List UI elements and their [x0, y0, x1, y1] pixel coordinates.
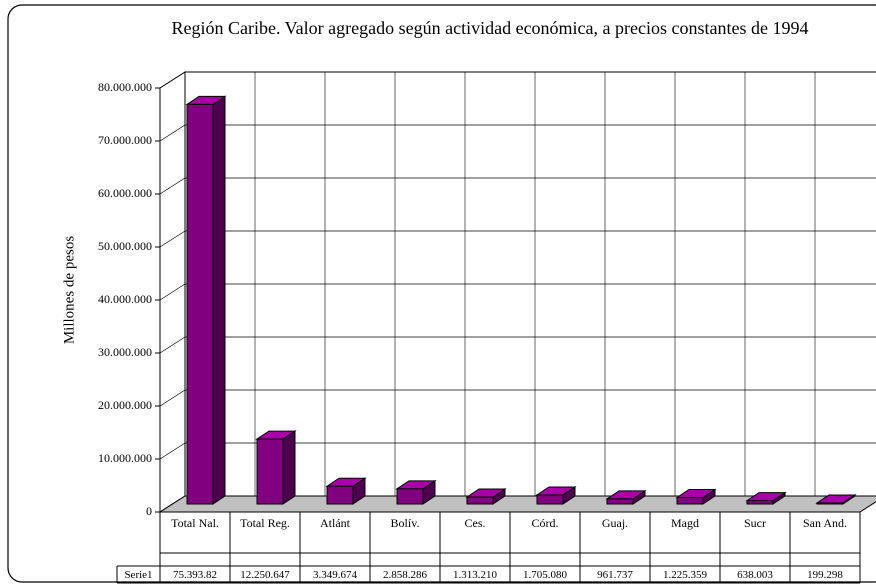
table-value: 1.705.080: [523, 569, 568, 581]
y-tick-label: 30.000.000: [98, 345, 152, 359]
x-tick-label: Magd: [671, 516, 699, 530]
y-tick-label: 0: [146, 504, 152, 518]
bar: [536, 494, 564, 505]
y-tick-label: 10.000.000: [98, 451, 152, 465]
grid-line-side: [159, 442, 186, 460]
bar: [256, 438, 284, 505]
y-tick-label: 50.000.000: [98, 239, 152, 253]
bar-side: [212, 95, 226, 505]
y-tick-label: 60.000.000: [98, 186, 152, 200]
table-value: 199.298: [807, 569, 843, 581]
bar-side: [282, 430, 296, 505]
y-axis-label: Millones de pesos: [61, 236, 77, 344]
x-tick-label: Bolív.: [390, 516, 420, 530]
table-value: 2.858.286: [383, 569, 428, 581]
x-tick-label: Total Reg.: [240, 516, 290, 530]
x-tick-label: Guaj.: [601, 516, 629, 530]
series-name: Serie1: [124, 569, 152, 581]
bar: [816, 502, 844, 505]
bar: [676, 497, 704, 505]
chart-title: Región Caribe. Valor agregado según acti…: [171, 18, 809, 38]
bar: [466, 496, 494, 505]
x-tick-label: San And.: [802, 516, 847, 530]
table-value: 1.313.210: [453, 569, 498, 581]
grid-line-side: [159, 177, 186, 195]
grid-line-side: [159, 124, 186, 142]
x-tick-label: Sucr: [744, 516, 766, 530]
grid-line-side: [159, 230, 186, 248]
bar: [396, 488, 424, 505]
grid-line-side: [159, 71, 186, 89]
table-value: 75.393.82: [173, 569, 217, 581]
bar: [746, 500, 774, 505]
grid-line-side: [159, 389, 186, 407]
table-value: 12.250.647: [240, 569, 290, 581]
bar: [606, 498, 634, 505]
table-value: 1.225.359: [663, 569, 708, 581]
x-tick-label: Total Nal.: [171, 516, 219, 530]
x-tick-label: Ces.: [464, 516, 486, 530]
x-tick-label: Córd.: [531, 516, 559, 530]
y-tick-label: 40.000.000: [98, 292, 152, 306]
table-value: 638.003: [737, 569, 773, 581]
x-tick-label: Atlánt: [320, 516, 350, 530]
y-tick-label: 80.000.000: [98, 80, 152, 94]
grid-line-side: [159, 336, 186, 354]
bar: [326, 485, 354, 505]
grid-line-side: [159, 283, 186, 301]
table-value: 961.737: [597, 569, 633, 581]
y-tick-label: 20.000.000: [98, 398, 152, 412]
bar: [186, 103, 214, 505]
y-tick-label: 70.000.000: [98, 133, 152, 147]
table-value: 3.349.674: [313, 569, 358, 581]
